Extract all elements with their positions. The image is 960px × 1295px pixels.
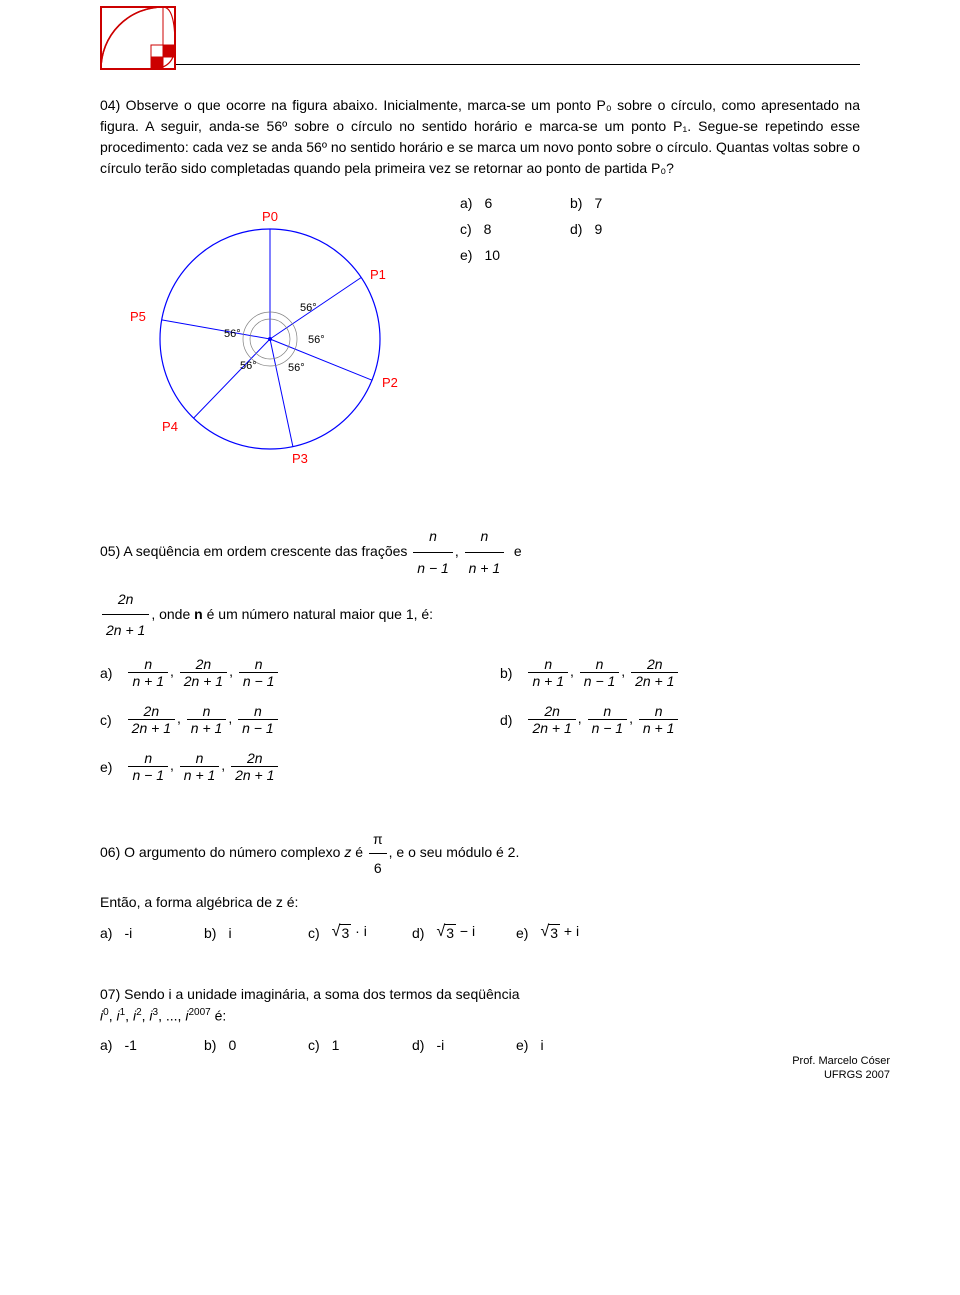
q4-opt-a-label: a) (460, 195, 472, 211)
q6-opt-c: c) √3 · i (308, 923, 378, 942)
q6-options: a)-i b)i c) √3 · i d) √3 − i e) √3 + i (100, 923, 860, 942)
page-footer: Prof. Marcelo Cóser UFRGS 2007 (792, 1054, 890, 1083)
q4-opt-e-label: e) (460, 247, 472, 263)
svg-text:P0: P0 (262, 209, 278, 224)
svg-text:P2: P2 (382, 375, 398, 390)
q5-opt-e: e) nn − 1, nn + 1, 2n2n + 1 (100, 750, 460, 783)
q4-opt-d-label: d) (570, 221, 582, 237)
q7-opt-b: b)0 (204, 1037, 274, 1053)
q5-opt-d: d) 2n2n + 1, nn − 1, nn + 1 (500, 703, 860, 736)
q6-opt-d: d) √3 − i (412, 923, 482, 942)
q5-opt-a: a) nn + 1, 2n2n + 1, nn − 1 (100, 656, 460, 689)
q4-opt-a: 6 (484, 195, 492, 211)
svg-text:P5: P5 (130, 309, 146, 324)
q5-opt-c: c) 2n2n + 1, nn + 1, nn − 1 (100, 703, 460, 736)
q6-opt-b: b)i (204, 925, 274, 941)
q6-opt-a: a)-i (100, 925, 170, 941)
svg-text:56°: 56° (308, 334, 325, 346)
q7-opt-a: a)-1 (100, 1037, 170, 1053)
q7-opt-c: c)1 (308, 1037, 378, 1053)
svg-text:56°: 56° (300, 302, 317, 314)
svg-text:56°: 56° (224, 328, 241, 340)
q7-text: 07) Sendo i a unidade imaginária, a soma… (100, 984, 860, 1027)
svg-text:56°: 56° (288, 362, 305, 374)
q4-opt-d: 9 (594, 221, 602, 237)
q4-opt-b-label: b) (570, 195, 582, 211)
q4-circle-diagram: P0 P1 P2 P3 P4 P5 56° 56° 56° 56° 56° (100, 189, 430, 479)
q4-opt-c-label: c) (460, 221, 472, 237)
fibonacci-logo (100, 6, 176, 70)
q4-opt-b: 7 (594, 195, 602, 211)
q6-text2: Então, a forma algébrica de z é: (100, 892, 860, 913)
svg-text:P3: P3 (292, 451, 308, 466)
svg-text:P1: P1 (370, 267, 386, 282)
svg-text:P4: P4 (162, 419, 178, 434)
q5-text: 05) A seqüência em ordem crescente das f… (100, 521, 860, 646)
header-rule (130, 64, 860, 65)
q4-text: 04) Observe o que ocorre na figura abaix… (100, 95, 860, 179)
q5-opt-b: b) nn + 1, nn − 1, 2n2n + 1 (500, 656, 860, 689)
q7-opt-e: e)i (516, 1037, 586, 1053)
q6-text: 06) O argumento do número complexo z é π… (100, 825, 860, 882)
q4-opt-c: 8 (484, 221, 492, 237)
svg-text:56°: 56° (240, 360, 257, 372)
q4-options: a) 6 b) 7 c) 8 d) 9 e) 10 (460, 195, 660, 263)
q7-opt-d: d)-i (412, 1037, 482, 1053)
q5-options: a) nn + 1, 2n2n + 1, nn − 1 b) nn + 1, n… (100, 656, 860, 783)
q6-opt-e: e) √3 + i (516, 923, 586, 942)
q7-options: a)-1 b)0 c)1 d)-i e)i (100, 1037, 860, 1053)
q4-opt-e: 10 (484, 247, 500, 263)
